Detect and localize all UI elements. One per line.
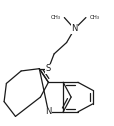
Text: CH₃: CH₃ <box>89 15 99 20</box>
Text: N: N <box>71 24 77 33</box>
Text: S: S <box>45 64 51 73</box>
Text: N: N <box>45 107 51 116</box>
Text: CH₃: CH₃ <box>50 15 60 20</box>
